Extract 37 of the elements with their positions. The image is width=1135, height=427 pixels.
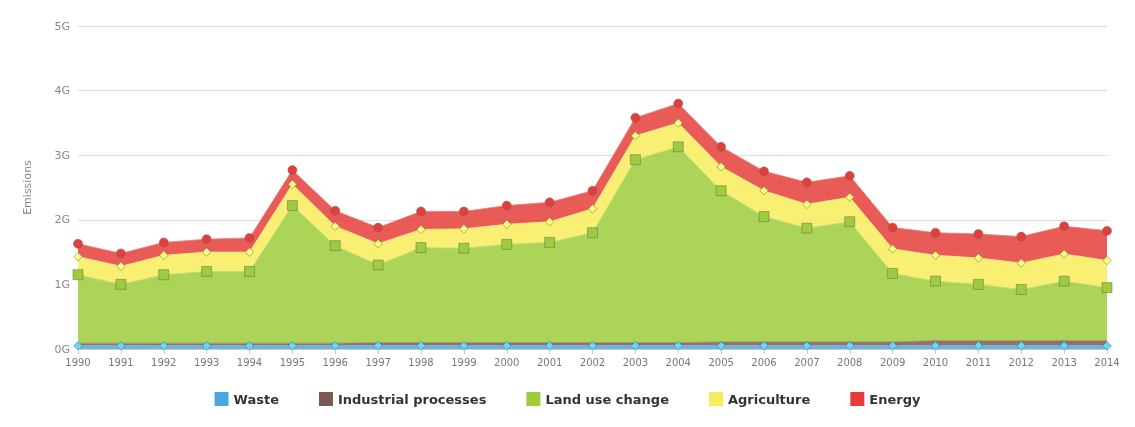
y-tick-label: 1G	[54, 277, 70, 291]
x-tick-label: 1998	[408, 356, 434, 368]
x-tick-label: 2004	[665, 356, 691, 368]
x-tick-label: 1997	[365, 356, 391, 368]
x-tick-label: 2011	[965, 356, 992, 368]
x-tick-label: 2012	[1008, 356, 1034, 368]
y-tick-label: 3G	[54, 148, 70, 162]
x-tick-label: 2003	[622, 356, 649, 368]
y-tick-label: 4G	[54, 84, 70, 98]
x-tick-label: 1995	[279, 356, 306, 368]
x-tick-label: 2010	[922, 356, 949, 368]
x-tick-label: 2005	[708, 356, 734, 368]
x-tick-label: 1991	[108, 356, 134, 368]
x-tick-label: 2014	[1094, 356, 1120, 368]
x-tick-label: 1996	[322, 356, 348, 368]
legend-label: Agriculture	[727, 391, 811, 407]
x-tick-label: 1992	[151, 356, 177, 368]
x-tick-label: 2002	[579, 356, 606, 368]
x-tick-label: 2001	[536, 356, 563, 368]
x-tick-label: 2007	[794, 356, 820, 368]
x-tick-label: 1993	[193, 356, 220, 368]
y-tick-label: 0G	[54, 342, 70, 356]
legend-label: Land use change	[545, 391, 670, 407]
x-tick-label: 1990	[65, 356, 91, 368]
legend-label: Energy	[869, 391, 921, 407]
legend-label: Industrial processes	[337, 391, 487, 407]
y-tick-label: 5G	[54, 19, 70, 33]
x-tick-label: 1994	[236, 356, 263, 368]
x-tick-label: 1999	[451, 356, 477, 368]
legend-label: Waste	[233, 391, 280, 407]
y-tick-label: 2G	[54, 213, 70, 227]
x-tick-label: 2008	[837, 356, 863, 368]
x-tick-label: 2006	[751, 356, 777, 368]
x-tick-label: 2013	[1051, 356, 1077, 368]
x-tick-label: 2000	[494, 356, 520, 368]
y-axis-title: Emissions	[21, 159, 34, 215]
x-tick-label: 2009	[879, 356, 906, 368]
